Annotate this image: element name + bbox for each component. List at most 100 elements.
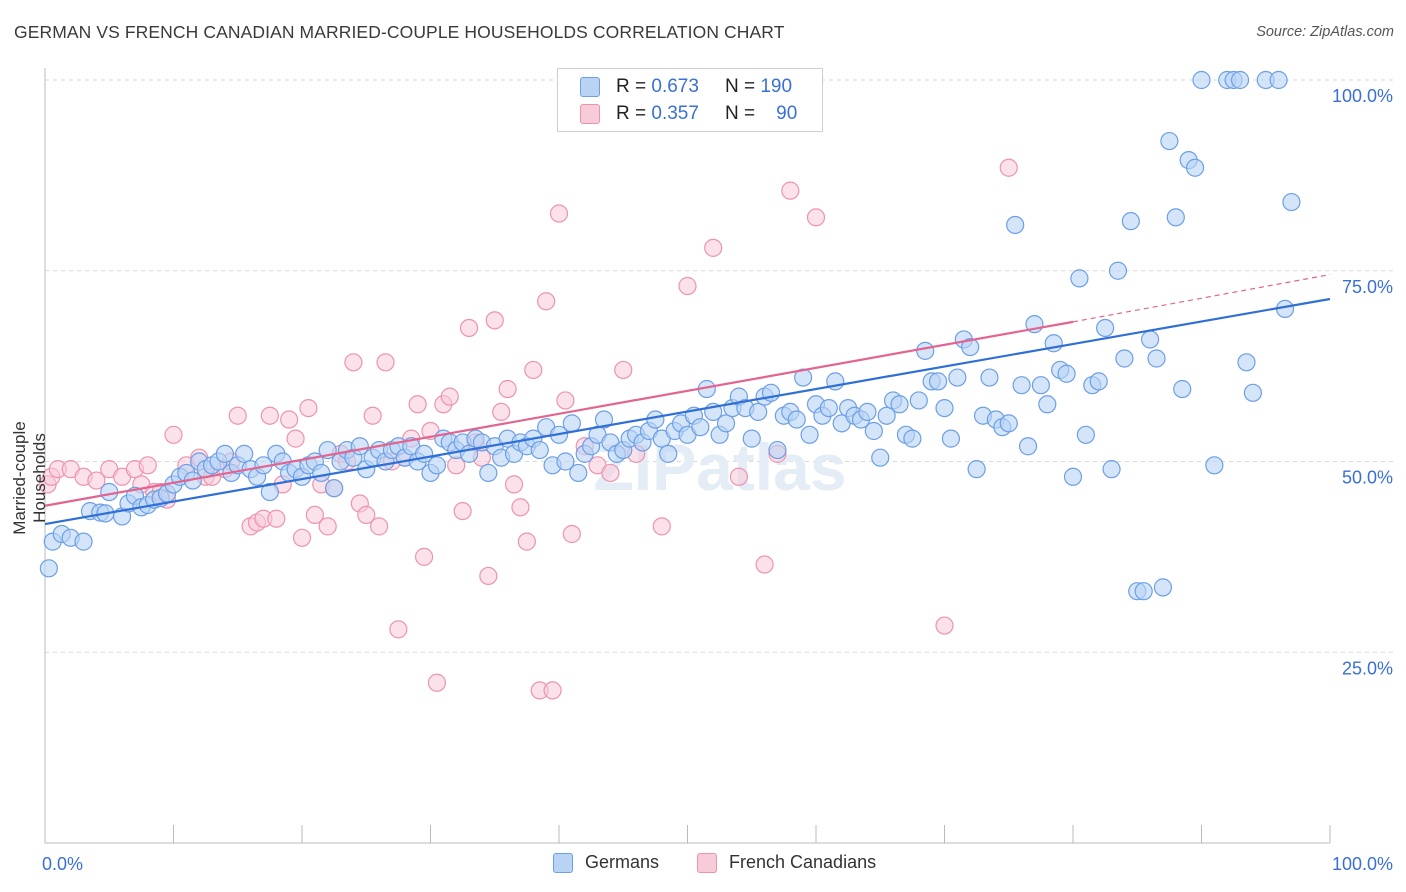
french-canadians-point	[389, 620, 408, 639]
germans-point	[325, 479, 344, 498]
legend-n-value: 90	[776, 103, 798, 124]
legend-n-label: N =	[724, 103, 756, 124]
french-canadians-point	[164, 425, 183, 444]
germans-point	[562, 414, 581, 433]
french-canadians-point	[427, 673, 447, 692]
bottom-legend-germans: Germans	[553, 852, 659, 873]
germans-point	[1063, 467, 1083, 486]
bottom-legend-label: French Canadians	[729, 852, 877, 872]
tick-labels: 25.0% 50.0% 75.0% 100.0% 0.0% 100.0%	[42, 86, 1393, 874]
germans-point	[980, 368, 999, 387]
germans-point	[659, 444, 678, 463]
germans-point	[787, 410, 806, 429]
french-canadians-point	[414, 547, 434, 566]
germans-point	[1160, 131, 1179, 151]
germans-point	[909, 391, 928, 410]
french-canadians-trend-line	[44, 320, 1074, 507]
legend-n-label: N =	[724, 76, 756, 97]
french-canadians-point	[228, 406, 247, 425]
germans-point	[235, 444, 254, 463]
germans-point	[1205, 456, 1224, 475]
french-canadians-point	[549, 204, 569, 223]
germans-point	[742, 429, 761, 448]
french-canadians-point	[299, 398, 318, 418]
germans-point	[100, 482, 119, 502]
germans-point	[1070, 269, 1089, 288]
germans-point	[1192, 70, 1211, 90]
bottom-legend-french-canadians: French Canadians	[697, 852, 876, 873]
germans-point	[935, 398, 954, 418]
french-canadians-point	[543, 681, 562, 700]
y-axis-label: Married-couple Households	[10, 421, 49, 535]
germans-point	[260, 482, 279, 502]
germans-point	[999, 414, 1018, 433]
germans-point	[768, 440, 787, 460]
french-canadians-point	[999, 158, 1018, 177]
bottom-legend-swatch-french-canadians	[697, 852, 717, 873]
french-canadians-point	[376, 353, 395, 372]
french-canadians-point	[678, 276, 697, 296]
french-canadians-point	[459, 318, 479, 338]
french-canadians-point	[601, 463, 620, 483]
bottom-legend-swatch-germans	[553, 852, 573, 873]
french-canadians-point	[781, 181, 800, 200]
germans-point	[858, 402, 877, 422]
germans-point	[1076, 425, 1095, 444]
germans-point	[819, 398, 838, 418]
germans-point	[1012, 376, 1031, 395]
legend-swatch-germans	[580, 77, 600, 97]
y-tick-label: 25.0%	[1342, 658, 1393, 678]
legend-r-value: 0.357	[651, 103, 699, 124]
germans-point	[556, 452, 575, 471]
germans-point	[871, 448, 890, 467]
germans-point	[1147, 349, 1166, 368]
legend-row-germans: R = 0.673 N = 190	[580, 73, 792, 101]
germans-point	[215, 444, 234, 463]
legend-swatch-french-canadians	[580, 104, 600, 124]
french-canadians-point	[492, 402, 511, 422]
germans-point	[1018, 437, 1038, 456]
legend-r-label: R =	[616, 76, 647, 97]
x-tick-label: 100.0%	[1332, 854, 1393, 874]
germans-point	[427, 456, 447, 475]
germans-point	[1282, 192, 1301, 212]
french-canadians-point	[260, 406, 279, 425]
bottom-legend-label: Germans	[585, 852, 660, 872]
germans-point	[691, 418, 710, 437]
legend-r-label: R =	[616, 103, 647, 124]
germans-point	[1031, 376, 1050, 395]
french-canadians-point	[440, 387, 459, 406]
germans-point	[312, 463, 331, 483]
french-canadians-point	[556, 391, 575, 410]
french-canadians-point	[755, 555, 774, 574]
french-canadians-point	[479, 566, 498, 586]
germans-point	[479, 463, 498, 483]
germans-point	[39, 559, 58, 578]
germans-point	[594, 410, 614, 429]
french-canadians-point	[286, 429, 305, 448]
french-canadians-point	[614, 360, 633, 380]
germans-point	[1243, 383, 1263, 402]
germans-point	[967, 460, 986, 479]
stats-legend: R = 0.673 N = 190 R = 0.357 N = 90	[557, 68, 823, 132]
germans-point	[1038, 395, 1057, 414]
french-canadians-point	[524, 360, 543, 380]
chart-title: GERMAN VS FRENCH CANADIAN MARRIED-COUPLE…	[14, 22, 785, 42]
germans-point	[800, 425, 819, 444]
french-canadians-point	[370, 517, 389, 536]
germans-point	[569, 463, 588, 483]
germans-point	[941, 429, 961, 448]
germans-points	[39, 70, 1301, 601]
germans-point	[646, 410, 665, 429]
axes	[44, 68, 1331, 844]
french-canadians-point	[363, 406, 382, 425]
french-canadians-point	[704, 238, 723, 257]
legend-n-value: 190	[760, 76, 793, 97]
germans-point	[864, 421, 883, 441]
french-canadians-point	[87, 471, 106, 490]
french-canadians-point	[408, 395, 427, 414]
legend-r-value: 0.673	[651, 76, 699, 97]
germans-point	[1140, 330, 1160, 349]
french-canadians-point	[344, 353, 363, 372]
french-canadians-point	[453, 501, 472, 521]
